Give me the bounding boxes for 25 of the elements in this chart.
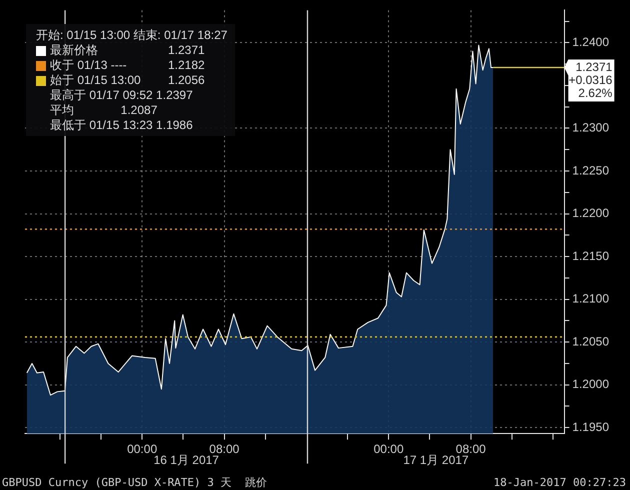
x-tick-label: 00:00	[374, 442, 404, 456]
annotation: 最高于 01/17 09:52 1.2397	[49, 88, 194, 103]
y-tick-label: 1.2100	[572, 292, 610, 306]
text: 18-Jan-2017 00:27:23	[494, 476, 626, 489]
legend-label: 最新价格	[50, 43, 99, 58]
text: 2.62%	[578, 86, 613, 100]
text: GBPUSD Curncy (GBP-USD X-RATE) 3 天 跳价	[2, 476, 267, 489]
y-tick-label: 1.2300	[572, 120, 610, 135]
y-tick-label: 1.1950	[572, 420, 610, 434]
text: +0.0316	[568, 72, 613, 87]
annotation: 1.2371	[576, 60, 613, 74]
annotation: 1.2182	[168, 58, 205, 73]
y-tick-label: 1.2400	[572, 35, 610, 50]
y-tick-label: 1.2150	[572, 248, 610, 263]
y-tick-label: 1.2250	[572, 163, 610, 178]
annotation: 最低于 01/15 13:23 1.1986	[49, 118, 194, 133]
y-tick-label: 1.2200	[572, 206, 610, 220]
legend-label: 收于 01/13 ----	[50, 58, 128, 73]
annotation: 1.2371	[168, 43, 205, 58]
annotation: 平均 1.2087	[49, 103, 158, 118]
y-tick-label: 1.2000	[572, 377, 610, 392]
legend-label: 始于 01/15 13:00	[50, 73, 142, 88]
y-tick-label: 1.2050	[572, 334, 610, 348]
legend-title: 开始: 01/15 13:00 结束: 01/17 18:27	[36, 28, 228, 43]
annotation: 1.2056	[168, 73, 205, 88]
